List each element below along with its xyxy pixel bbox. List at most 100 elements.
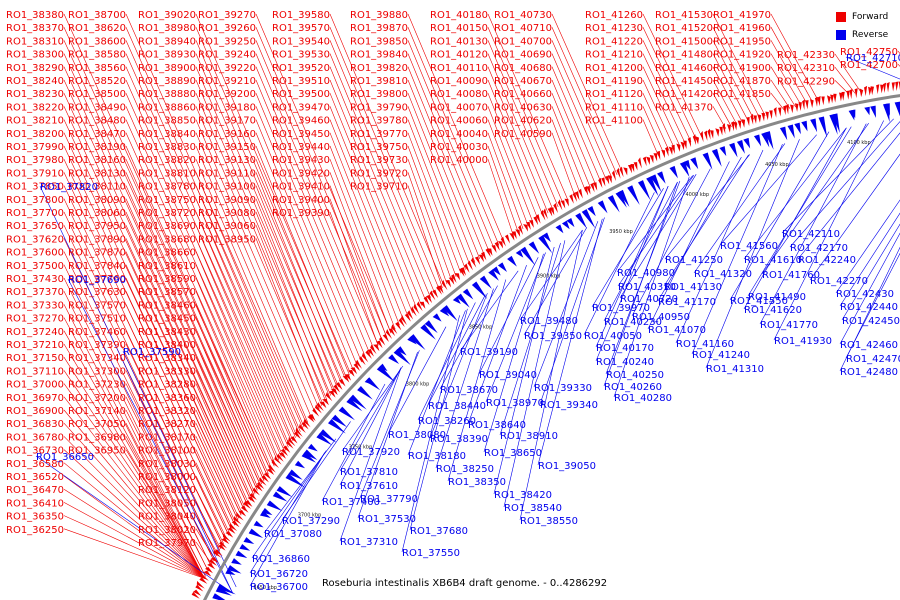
- reverse-gene-mark: [617, 189, 630, 208]
- forward-gene-mark: [378, 336, 386, 346]
- reverse-gene-label: RO1_38440: [428, 401, 486, 412]
- forward-gene-mark: [448, 277, 455, 285]
- reverse-leader-line: [613, 177, 690, 398]
- reverse-gene-label: RO1_41250: [665, 255, 723, 266]
- forward-gene-mark: [627, 164, 632, 174]
- reverse-gene-label: RO1_38650: [484, 448, 542, 459]
- forward-gene-mark: [274, 455, 282, 465]
- forward-gene-mark: [437, 285, 444, 294]
- forward-leader-line: [487, 13, 569, 202]
- forward-gene-label: RO1_38900: [138, 63, 196, 74]
- forward-gene-label: RO1_40060: [430, 116, 488, 127]
- forward-gene-label: RO1_39420: [272, 168, 330, 179]
- forward-gene-mark: [826, 95, 831, 104]
- forward-gene-label: RO1_38810: [138, 168, 196, 179]
- reverse-gene-label: RO1_40310: [618, 282, 676, 293]
- forward-gene-mark: [319, 401, 327, 409]
- forward-gene-mark: [505, 234, 511, 244]
- forward-gene-mark: [391, 324, 398, 335]
- reverse-gene-mark: [829, 113, 838, 135]
- forward-gene-label: RO1_42700: [840, 60, 898, 71]
- reverse-gene-mark: [561, 220, 570, 230]
- forward-gene-mark: [353, 363, 360, 372]
- forward-gene-mark: [494, 241, 500, 251]
- reverse-gene-mark: [520, 246, 536, 266]
- forward-gene-label: RO1_38930: [138, 50, 196, 61]
- forward-gene-mark: [295, 427, 303, 437]
- forward-gene-mark: [454, 273, 461, 281]
- reverse-leader-line: [675, 149, 764, 344]
- forward-gene-label: RO1_41970: [713, 10, 771, 21]
- forward-leader-line: [642, 106, 664, 154]
- forward-leader-line: [195, 528, 216, 560]
- reverse-gene-mark: [439, 307, 450, 317]
- forward-gene-label: RO1_37460: [68, 327, 126, 338]
- forward-leader-line: [329, 172, 392, 334]
- forward-leader-line: [407, 159, 452, 281]
- forward-gene-label: RO1_37570: [68, 300, 126, 311]
- forward-gene-mark: [266, 468, 275, 476]
- reverse-gene-mark: [831, 113, 840, 133]
- forward-gene-mark: [301, 421, 309, 430]
- forward-gene-label: RO1_41530: [655, 10, 713, 21]
- forward-gene-label: RO1_38300: [6, 50, 64, 61]
- forward-leader-line: [63, 409, 205, 579]
- forward-gene-mark: [307, 415, 315, 423]
- reverse-leader-line: [409, 308, 468, 531]
- forward-leader-line: [642, 53, 686, 145]
- forward-leader-line: [63, 515, 205, 579]
- forward-gene-mark: [223, 533, 231, 542]
- forward-leader-line: [329, 66, 427, 302]
- reverse-gene-mark: [378, 363, 388, 372]
- forward-gene-mark: [683, 140, 687, 150]
- forward-leader-line: [255, 225, 326, 402]
- forward-leader-line: [195, 13, 351, 374]
- forward-leader-line: [407, 132, 462, 274]
- reverse-gene-label: RO1_36650: [36, 452, 94, 463]
- forward-gene-label: RO1_41900: [713, 63, 771, 74]
- reverse-leader-line: [841, 223, 900, 321]
- forward-leader-line: [195, 383, 249, 504]
- forward-gene-label: RO1_39520: [272, 63, 330, 74]
- legend: Forward Reverse: [836, 8, 898, 44]
- forward-gene-label: RO1_37340: [68, 353, 126, 364]
- reverse-gene-label: RO1_37610: [340, 481, 398, 492]
- scale-tick-label: 4000 kbp: [686, 192, 710, 198]
- forward-leader-line: [63, 357, 205, 579]
- reverse-gene-mark: [779, 126, 788, 141]
- reverse-gene-mark: [566, 217, 575, 228]
- forward-gene-label: RO1_36950: [68, 446, 126, 457]
- forward-gene-label: RO1_38430: [138, 327, 196, 338]
- forward-gene-mark: [207, 563, 216, 570]
- forward-gene-label: RO1_37370: [6, 287, 64, 298]
- forward-leader-line: [195, 502, 222, 550]
- reverse-gene-label: RO1_40240: [596, 357, 654, 368]
- forward-gene-label: RO1_36970: [6, 393, 64, 404]
- forward-gene-mark: [515, 229, 521, 237]
- forward-gene-mark: [280, 448, 289, 456]
- forward-gene-mark: [333, 384, 341, 393]
- forward-gene-mark: [233, 515, 242, 525]
- forward-gene-label: RO1_41230: [585, 23, 643, 34]
- reverse-gene-mark: [669, 165, 678, 179]
- forward-leader-line: [125, 159, 268, 476]
- forward-leader-line: [125, 225, 252, 501]
- reverse-gene-label: RO1_38540: [504, 503, 562, 514]
- forward-gene-label: RO1_40180: [430, 10, 488, 21]
- forward-gene-label: RO1_40680: [494, 63, 552, 74]
- forward-gene-mark: [560, 200, 566, 209]
- reverse-leader-line: [439, 285, 498, 390]
- forward-gene-label: RO1_41220: [585, 36, 643, 47]
- forward-gene-mark: [814, 96, 819, 107]
- forward-leader-line: [63, 119, 245, 511]
- forward-gene-label: RO1_38120: [138, 485, 196, 496]
- forward-gene-mark: [214, 549, 223, 557]
- forward-gene-label: RO1_37950: [68, 221, 126, 232]
- reverse-gene-labels: RO1_37820RO1_37690RO1_37590RO1_36650RO1_…: [36, 53, 900, 593]
- forward-gene-mark: [540, 209, 546, 221]
- forward-leader-line: [125, 330, 227, 541]
- forward-leader-line: [642, 79, 675, 149]
- reverse-gene-label: RO1_37680: [410, 526, 468, 537]
- reverse-leader-line: [281, 421, 351, 521]
- forward-gene-mark: [413, 303, 420, 315]
